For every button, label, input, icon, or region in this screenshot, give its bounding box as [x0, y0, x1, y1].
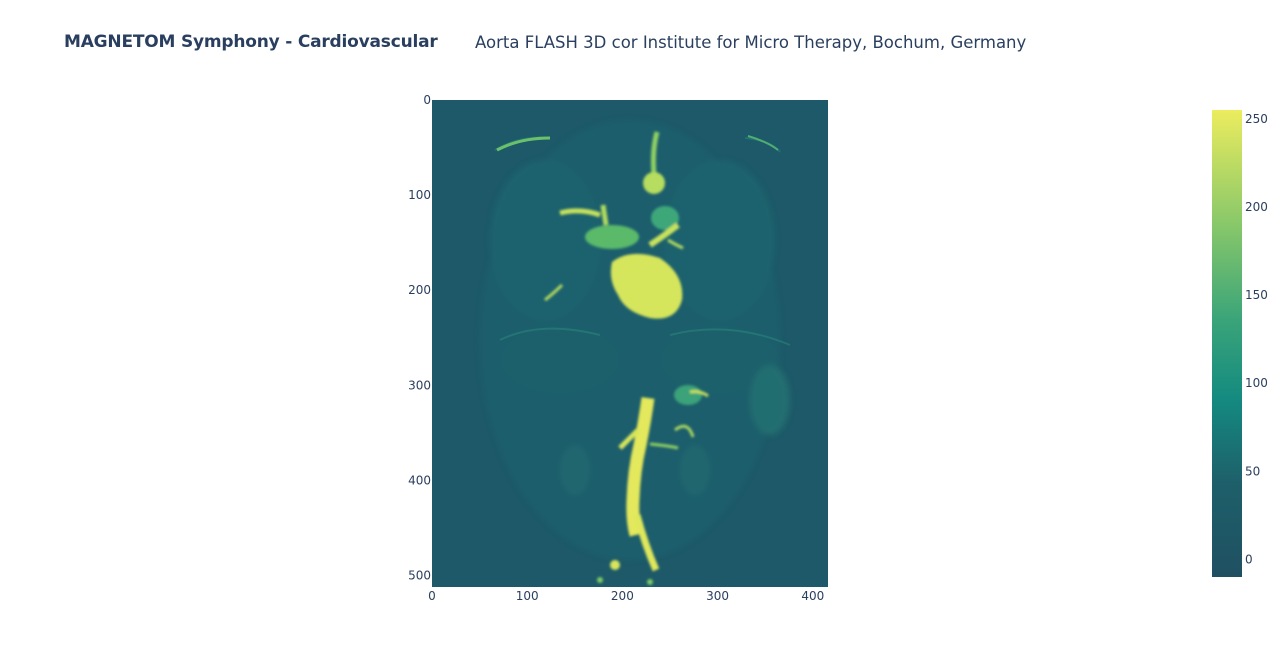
colorbar-tick-label: 250: [1245, 112, 1268, 126]
colorbar-tick-label: 200: [1245, 200, 1268, 214]
colorbar-tick-label: 100: [1245, 376, 1268, 390]
y-axis: 0 100 200 300 400 500: [408, 93, 431, 583]
x-tick-label: 400: [801, 589, 824, 603]
colorbar-ticks: 0 50 100 150 200 250: [1245, 112, 1268, 567]
x-axis: 0 100 200 300 400: [428, 589, 824, 603]
chart-title: MAGNETOM Symphony - Cardiovascular: [64, 32, 438, 52]
chart-subtitle: Aorta FLASH 3D cor Institute for Micro T…: [475, 33, 1027, 52]
y-tick-label: 500: [408, 569, 431, 583]
x-tick-label: 100: [516, 589, 539, 603]
y-tick-label: 100: [408, 188, 431, 202]
colorbar-tick-label: 150: [1245, 288, 1268, 302]
x-tick-label: 200: [611, 589, 634, 603]
colorbar-tick-label: 50: [1245, 464, 1260, 478]
tissue-texture: [480, 120, 790, 560]
y-tick-label: 0: [423, 93, 431, 107]
clavicle-left: [496, 136, 551, 152]
heatmap-image: [432, 100, 828, 587]
colorbar-tick-label: 0: [1245, 552, 1253, 566]
vessels: [544, 131, 709, 585]
y-tick-label: 300: [408, 378, 431, 392]
x-tick-label: 300: [706, 589, 729, 603]
colorbar: [1212, 110, 1242, 577]
y-tick-label: 200: [408, 283, 431, 297]
clavicle-right: [747, 135, 779, 151]
y-tick-label: 400: [408, 473, 431, 487]
x-tick-label: 0: [428, 589, 436, 603]
